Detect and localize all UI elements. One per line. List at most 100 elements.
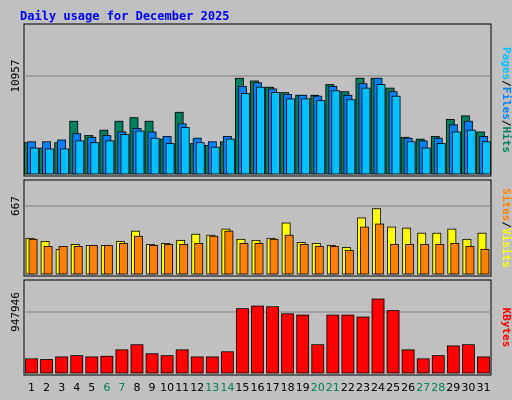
legend-entry-hits: Hits — [500, 127, 512, 154]
legend-text: Pages/Files/Hits — [500, 47, 512, 153]
bar-sites-day-27 — [420, 244, 430, 275]
x-tick-label-5: 5 — [88, 381, 95, 394]
bar-kbytes-day-23 — [356, 316, 370, 374]
bar-sites-day-24 — [375, 223, 384, 275]
x-tick-label-13: 13 — [205, 381, 219, 394]
panel-hits-files-pages: 10957 Pages/Files/Hits — [9, 23, 512, 177]
legend-entry-pages: Pages — [500, 47, 512, 80]
x-tick-label-4: 4 — [73, 381, 80, 394]
bar-pages-day-17 — [271, 92, 280, 175]
bar-kbytes-day-8 — [130, 344, 144, 374]
legend-entry-sites: Sites — [500, 188, 512, 221]
x-tick-label-12: 12 — [190, 381, 204, 394]
bar-kbytes-day-22 — [341, 314, 355, 374]
bar-kbytes-day-4 — [70, 355, 84, 374]
bar-kbytes-day-15 — [236, 308, 249, 374]
bar-sites-day-12 — [194, 243, 204, 275]
bar-sites-day-17 — [269, 238, 279, 275]
bar-kbytes-day-17 — [266, 306, 279, 374]
x-tick-label-28: 28 — [431, 381, 445, 394]
bar-pages-day-2 — [45, 148, 54, 175]
bar-sites-day-21 — [329, 246, 339, 275]
x-tick-label-15: 15 — [235, 381, 249, 394]
x-tick-label-29: 29 — [446, 381, 460, 394]
bar-pages-day-26 — [406, 141, 416, 175]
x-tick-label-8: 8 — [134, 381, 141, 394]
bar-sites-day-3 — [58, 246, 68, 275]
bar-kbytes-day-19 — [296, 314, 310, 374]
bar-sites-day-13 — [209, 235, 219, 275]
bar-kbytes-day-24 — [371, 298, 385, 374]
bar-sites-day-14 — [224, 230, 234, 275]
x-tick-label-16: 16 — [251, 381, 265, 394]
bar-sites-day-1 — [28, 238, 38, 275]
bar-kbytes-day-11 — [175, 349, 189, 374]
x-tick-label-24: 24 — [371, 381, 385, 394]
bar-sites-day-2 — [43, 246, 53, 275]
panel-max-label: 10957 — [9, 59, 22, 92]
bar-pages-day-29 — [451, 131, 461, 175]
bar-kbytes-day-3 — [55, 356, 69, 374]
bar-pages-day-25 — [391, 95, 401, 175]
bar-kbytes-day-2 — [40, 359, 53, 374]
chart-title: Daily usage for December 2025 — [20, 9, 230, 23]
x-tick-label-6: 6 — [103, 381, 110, 394]
x-tick-label-22: 22 — [341, 381, 355, 394]
bar-kbytes-day-13 — [205, 356, 219, 374]
legend-text: Sites/Visits — [500, 188, 512, 268]
bar-kbytes-day-18 — [281, 313, 295, 374]
bar-pages-day-15 — [241, 93, 250, 175]
bar-kbytes-day-12 — [190, 356, 204, 374]
bar-sites-day-18 — [284, 234, 294, 275]
bar-kbytes-day-20 — [311, 344, 325, 374]
bar-sites-day-29 — [450, 243, 460, 275]
legend-entry-files: Files — [500, 87, 512, 120]
bar-sites-day-11 — [179, 244, 189, 275]
bar-pages-day-11 — [180, 127, 190, 175]
bar-sites-day-7 — [119, 243, 128, 275]
bar-kbytes-day-1 — [25, 358, 38, 374]
bar-pages-day-9 — [150, 137, 160, 175]
panel-legend: Pages/Files/Hits — [500, 47, 512, 153]
x-tick-label-31: 31 — [477, 381, 491, 394]
bar-sites-day-19 — [299, 244, 309, 275]
bar-kbytes-day-26 — [401, 349, 415, 374]
bar-sites-day-16 — [254, 243, 264, 275]
x-tick-label-17: 17 — [266, 381, 280, 394]
bar-pages-day-24 — [376, 84, 386, 175]
bar-pages-day-30 — [466, 129, 476, 175]
bar-sites-day-20 — [314, 246, 324, 275]
bar-kbytes-day-29 — [446, 345, 460, 374]
bar-sites-day-25 — [390, 244, 399, 275]
legend-entry-visits: Visits — [500, 228, 512, 268]
panel-visits-sites: 667 Sites/Visits — [9, 179, 512, 277]
bar-pages-day-20 — [316, 100, 326, 175]
panel-legend: KBytes — [500, 308, 512, 348]
x-tick-label-7: 7 — [118, 381, 125, 394]
bar-sites-day-6 — [103, 245, 113, 275]
x-tick-label-14: 14 — [220, 381, 234, 394]
panel-legend: Sites/Visits — [500, 188, 512, 268]
bar-pages-day-22 — [346, 99, 356, 175]
bar-sites-day-5 — [88, 245, 98, 275]
bar-pages-day-28 — [436, 143, 446, 175]
bar-pages-day-31 — [482, 141, 491, 175]
bar-kbytes-day-25 — [386, 310, 400, 374]
bar-sites-day-31 — [480, 249, 490, 275]
bar-kbytes-day-31 — [477, 356, 490, 374]
bar-pages-day-16 — [256, 86, 265, 175]
bar-kbytes-day-27 — [416, 358, 430, 374]
bar-pages-day-4 — [75, 140, 85, 175]
bar-sites-day-28 — [435, 244, 445, 275]
bar-kbytes-day-14 — [220, 351, 234, 374]
bar-kbytes-day-10 — [160, 355, 174, 374]
bar-sites-day-30 — [465, 246, 475, 275]
bar-pages-day-21 — [331, 90, 341, 175]
bar-sites-day-15 — [239, 243, 249, 275]
bar-pages-day-23 — [361, 87, 371, 175]
legend-separator: / — [500, 120, 512, 127]
bar-pages-day-14 — [225, 138, 235, 175]
x-tick-label-30: 30 — [461, 381, 475, 394]
x-tick-label-26: 26 — [401, 381, 415, 394]
